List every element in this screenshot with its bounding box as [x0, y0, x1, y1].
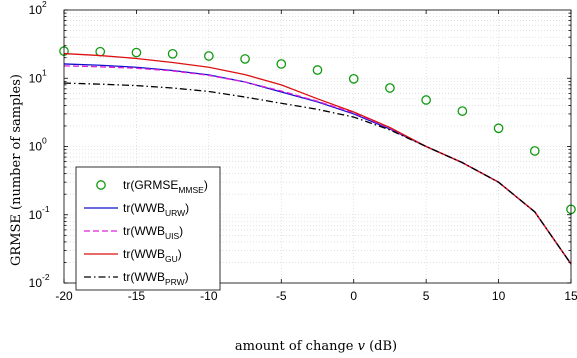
y-tick-label: 10	[29, 3, 43, 17]
y-tick-exponent: 1	[42, 67, 47, 77]
x-tick-label: 0	[350, 289, 357, 303]
legend-entry: tr(WWBGU)	[84, 247, 182, 264]
data-point	[529, 146, 540, 156]
data-point	[167, 48, 178, 59]
data-point	[385, 83, 395, 93]
data-point	[457, 106, 468, 116]
x-tick-label: 5	[423, 289, 430, 303]
x-axis-label: amount of change v (dB)	[235, 339, 397, 354]
legend-box	[75, 166, 221, 291]
x-tick-label: -10	[200, 289, 218, 303]
x-tick-label: 15	[564, 289, 577, 303]
legend-entry: tr(WWBPRW)	[84, 270, 189, 287]
legend-label: tr(WWBURW)	[123, 201, 189, 218]
y-tick-exponent: -2	[42, 272, 50, 282]
y-axis-label: GRMSE (number of samples)	[9, 74, 24, 266]
axes	[63, 9, 572, 284]
legend-entry: tr(WWBUIS)	[84, 224, 183, 241]
data-point	[204, 51, 214, 61]
legend-entry: tr(GRMSEMMSE)	[96, 178, 208, 195]
data-point	[493, 123, 504, 134]
legend-label: tr(GRMSEMMSE)	[123, 178, 208, 195]
legend: tr(GRMSEMMSE) tr(WWBURW) tr(WWBUIS) tr(WWBG…	[75, 166, 221, 291]
y-tick-label: 10	[29, 71, 43, 85]
data-point	[276, 59, 287, 69]
y-tick-exponent: 2	[42, 0, 47, 9]
x-tick-label: -15	[128, 289, 146, 303]
y-tick-exponent: -1	[42, 204, 50, 214]
y-tick-label: 10	[29, 208, 43, 222]
legend-entry: tr(WWBURW)	[84, 201, 189, 218]
data-point	[348, 73, 359, 84]
legend-label: tr(WWBUIS)	[123, 224, 183, 241]
legend-marker	[96, 180, 106, 190]
x-tick-label: -5	[276, 289, 287, 303]
data-point	[421, 95, 431, 105]
data-point	[312, 65, 323, 75]
series-line	[63, 82, 572, 265]
legend-label: tr(WWBGU)	[123, 247, 182, 264]
x-tick-label: 10	[492, 289, 506, 303]
data-point	[131, 47, 142, 58]
y-tick-exponent: 0	[42, 136, 47, 146]
y-tick-label: 10	[29, 140, 43, 154]
series-layer	[59, 46, 576, 265]
data-point	[240, 54, 250, 64]
legend-label: tr(WWBPRW)	[123, 270, 189, 287]
y-tick-label: 10	[29, 276, 43, 290]
x-tick-label: -20	[55, 289, 73, 303]
